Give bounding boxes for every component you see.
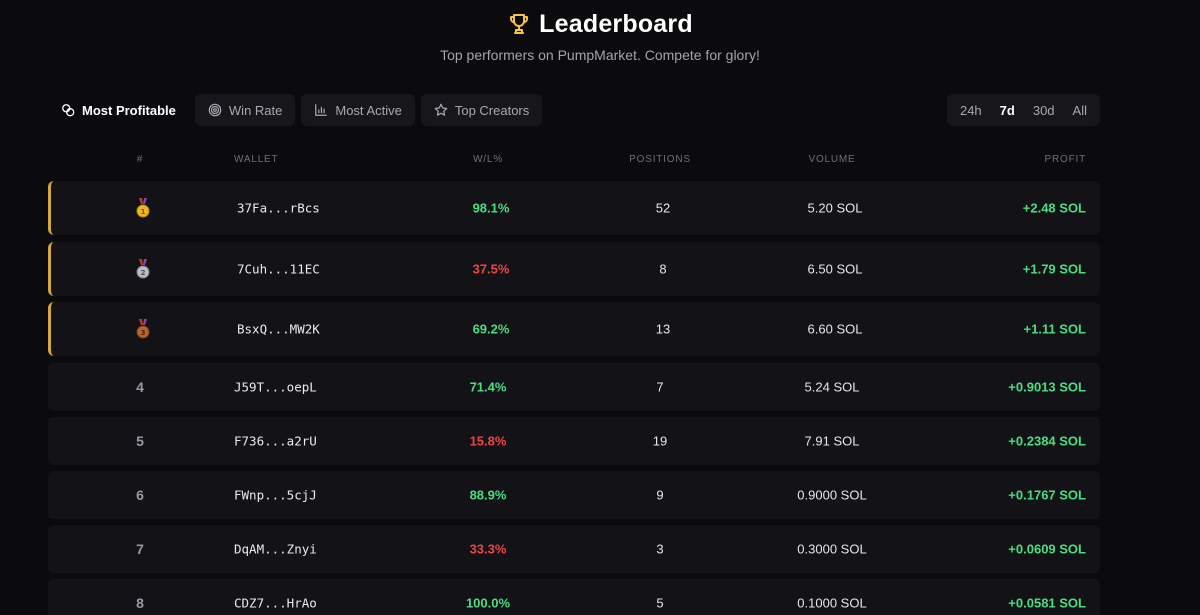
win-loss-rate: 100.0% — [465, 595, 511, 611]
column-header-volume: VOLUME — [808, 154, 856, 165]
profit-value: +1.79 SOL — [1022, 261, 1086, 277]
wallet-address[interactable]: BsxQ...MW2K — [237, 321, 320, 337]
tab-label: Win Rate — [228, 102, 283, 118]
tab-most-profitable[interactable]: Most Profitable — [48, 94, 189, 126]
table-header: # WALLET W/L% POSITIONS VOLUME PROFIT — [48, 150, 1100, 170]
table-row[interactable]: 4 J59T...oepL 71.4% 7 5.24 SOL +0.9013 S… — [48, 363, 1100, 411]
category-tabs: Most Profitable Win Rate Most Active Top… — [48, 94, 543, 126]
positions-count: 9 — [656, 487, 664, 503]
table-row[interactable]: 1 37Fa...rBcs 98.1% 52 5.20 SOL +2.48 SO… — [48, 181, 1100, 235]
column-header-wallet: WALLET — [234, 154, 279, 165]
wallet-address[interactable]: 37Fa...rBcs — [237, 200, 320, 216]
table-row[interactable]: 2 7Cuh...11EC 37.5% 8 6.50 SOL +1.79 SOL — [48, 242, 1100, 296]
rank-number: 6 — [136, 487, 144, 503]
wallet-address[interactable]: CDZ7...HrAo — [234, 595, 317, 611]
column-header-profit: PROFIT — [1044, 154, 1086, 165]
positions-count: 7 — [656, 379, 664, 395]
table-row[interactable]: 5 F736...a2rU 15.8% 19 7.91 SOL +0.2384 … — [48, 417, 1100, 465]
wallet-address[interactable]: F736...a2rU — [234, 433, 317, 449]
table-row[interactable]: 6 FWnp...5cjJ 88.9% 9 0.9000 SOL +0.1767… — [48, 471, 1100, 519]
rank-number: 5 — [136, 433, 144, 449]
page-title: Leaderboard — [539, 9, 693, 38]
volume-value: 6.50 SOL — [807, 261, 863, 277]
volume-value: 6.60 SOL — [807, 321, 863, 337]
wallet-address[interactable]: FWnp...5cjJ — [234, 487, 317, 503]
table-row[interactable]: 3 BsxQ...MW2K 69.2% 13 6.60 SOL +1.11 SO… — [48, 302, 1100, 356]
tab-most-active[interactable]: Most Active — [301, 94, 415, 126]
svg-text:2: 2 — [141, 269, 146, 277]
rank-cell: 3 — [136, 319, 150, 339]
title-row: Leaderboard — [0, 8, 1200, 40]
rank-number: 7 — [136, 541, 144, 557]
tab-win-rate[interactable]: Win Rate — [194, 94, 296, 126]
tab-label: Most Active — [335, 102, 402, 118]
profit-value: +0.1767 SOL — [1008, 487, 1086, 503]
rank-number: 4 — [136, 379, 144, 395]
page-header: Leaderboard Top performers on PumpMarket… — [0, 0, 1200, 64]
win-loss-rate: 88.9% — [469, 487, 507, 503]
bar-chart-icon — [315, 104, 328, 116]
filter-bar: Most Profitable Win Rate Most Active Top… — [48, 94, 1100, 126]
volume-value: 0.9000 SOL — [797, 487, 867, 503]
gold-medal-icon: 1 — [136, 198, 150, 218]
silver-medal-icon: 2 — [136, 259, 150, 279]
profit-value: +2.48 SOL — [1022, 200, 1086, 216]
tab-label: Most Profitable — [82, 102, 176, 118]
profit-value: +0.2384 SOL — [1008, 433, 1086, 449]
trophy-icon — [510, 14, 529, 34]
profit-value: +0.9013 SOL — [1008, 379, 1086, 395]
positions-count: 5 — [656, 595, 664, 611]
svg-text:3: 3 — [141, 329, 146, 337]
positions-count: 19 — [652, 433, 668, 449]
wallet-address[interactable]: J59T...oepL — [234, 379, 317, 395]
win-loss-rate: 15.8% — [469, 433, 507, 449]
svg-text:1: 1 — [141, 208, 146, 216]
volume-value: 0.3000 SOL — [797, 541, 867, 557]
bronze-medal-icon: 3 — [136, 319, 150, 339]
coins-icon — [62, 104, 75, 117]
positions-count: 52 — [655, 200, 671, 216]
column-header-wl: W/L% — [473, 154, 503, 165]
profit-value: +1.11 SOL — [1023, 321, 1086, 337]
range-30d[interactable]: 30d — [1032, 102, 1055, 118]
tab-label: Top Creators — [454, 102, 530, 118]
rank-number: 8 — [136, 595, 144, 611]
volume-value: 5.24 SOL — [804, 379, 860, 395]
profit-value: +0.0609 SOL — [1008, 541, 1086, 557]
volume-value: 0.1000 SOL — [797, 595, 867, 611]
range-7d[interactable]: 7d — [999, 102, 1015, 118]
profit-value: +0.0581 SOL — [1008, 595, 1086, 611]
win-loss-rate: 71.4% — [469, 379, 507, 395]
column-header-rank: # — [136, 154, 144, 165]
time-range-selector: 24h 7d 30d All — [946, 94, 1100, 126]
wallet-address[interactable]: 7Cuh...11EC — [237, 261, 320, 277]
win-loss-rate: 98.1% — [472, 200, 510, 216]
range-24h[interactable]: 24h — [959, 102, 982, 118]
range-all[interactable]: All — [1072, 102, 1087, 118]
win-loss-rate: 37.5% — [472, 261, 510, 277]
win-loss-rate: 33.3% — [469, 541, 507, 557]
positions-count: 8 — [659, 261, 667, 277]
target-icon — [208, 103, 222, 117]
column-header-positions: POSITIONS — [629, 154, 691, 165]
page-subtitle: Top performers on PumpMarket. Compete fo… — [440, 47, 760, 63]
win-loss-rate: 69.2% — [472, 321, 510, 337]
star-icon — [434, 103, 448, 116]
rank-cell: 1 — [136, 198, 150, 218]
positions-count: 3 — [656, 541, 664, 557]
volume-value: 7.91 SOL — [804, 433, 860, 449]
tab-top-creators[interactable]: Top Creators — [420, 94, 543, 126]
table-row[interactable]: 8 CDZ7...HrAo 100.0% 5 0.1000 SOL +0.058… — [48, 579, 1100, 615]
table-row[interactable]: 7 DqAM...Znyi 33.3% 3 0.3000 SOL +0.0609… — [48, 525, 1100, 573]
volume-value: 5.20 SOL — [807, 200, 863, 216]
positions-count: 13 — [655, 321, 671, 337]
wallet-address[interactable]: DqAM...Znyi — [234, 541, 317, 557]
rank-cell: 2 — [136, 259, 150, 279]
